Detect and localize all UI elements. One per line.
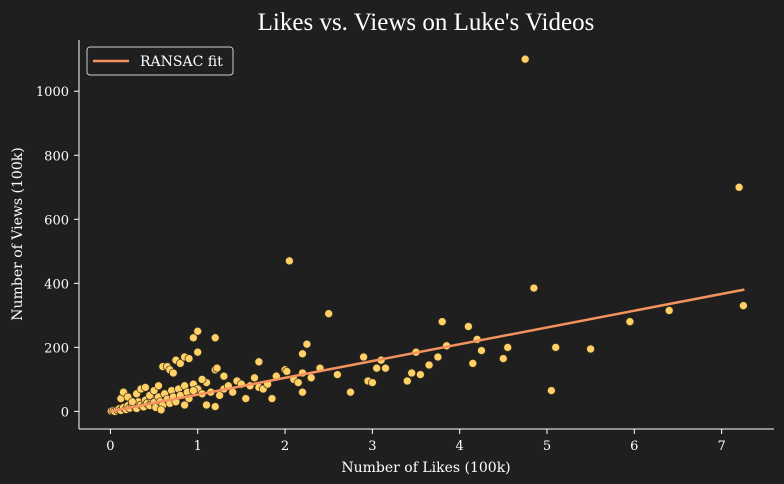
scatter-point [193, 326, 203, 336]
scatter-point [477, 346, 486, 355]
scatter-point [368, 378, 377, 387]
scatter-point [547, 386, 556, 395]
scatter-point [625, 317, 635, 327]
scatter-point [359, 352, 368, 362]
scatter-point [551, 343, 561, 352]
scatter-point [202, 400, 211, 410]
scatter-point [498, 354, 508, 363]
scatter-point [254, 357, 264, 367]
x-tick-label: 1 [194, 439, 202, 454]
y-tick-label: 1000 [36, 85, 69, 100]
scatter-point [250, 373, 259, 383]
scatter-point [184, 354, 194, 363]
scatter-point [372, 363, 382, 373]
scatter-point [437, 317, 447, 327]
x-tick-label: 7 [717, 439, 725, 454]
scatter-point [433, 352, 443, 362]
scatter-point [734, 182, 744, 192]
scatter-point [210, 333, 220, 343]
scatter-point [402, 376, 412, 386]
scatter-point [739, 301, 748, 311]
chart-title: Likes vs. Views on Luke's Videos [258, 9, 595, 36]
x-tick-label: 4 [456, 439, 464, 454]
scatter-point [529, 283, 539, 293]
scatter-point [189, 386, 198, 395]
scatter-point [197, 375, 207, 384]
scatter-point [468, 359, 478, 368]
y-tick-label: 600 [44, 213, 69, 228]
scatter-point [333, 370, 342, 379]
scatter-point [210, 402, 220, 411]
scatter-point [156, 405, 166, 415]
y-axis-title: Number of Views (100k) [10, 147, 26, 320]
scatter-point [302, 339, 312, 349]
scatter-point [346, 387, 355, 397]
scatter-point [293, 378, 303, 387]
legend: RANSAC fit [86, 46, 234, 76]
y-tick-label: 200 [44, 341, 69, 356]
scatter-point [306, 373, 316, 383]
x-tick-label: 0 [106, 439, 114, 454]
scatter-point [424, 360, 434, 370]
x-tick-label: 5 [543, 439, 551, 454]
scatter-point [298, 349, 307, 359]
scatter-point [324, 309, 334, 319]
scatter-points [106, 54, 748, 416]
scatter-point [586, 344, 595, 354]
legend-box [86, 46, 234, 76]
scatter-point [219, 371, 229, 381]
scatter-point [464, 322, 473, 331]
scatter-point [282, 367, 292, 376]
ransac-fit-line [109, 288, 745, 413]
scatter-point [520, 54, 530, 64]
x-tick-label: 3 [368, 439, 376, 454]
x-tick-label: 2 [281, 439, 289, 454]
scatter-point [381, 363, 390, 373]
scatter-point [154, 381, 163, 391]
axes: 0 1 2 3 4 5 6 7 0 200 400 600 800 1000 [36, 40, 774, 454]
scatter-point [664, 306, 674, 315]
fit-line-layer [109, 288, 745, 413]
scatter-point [141, 383, 150, 392]
x-axis-title: Number of Likes (100k) [341, 460, 510, 476]
scatter-point [407, 368, 417, 378]
scatter-point [285, 256, 294, 266]
scatter-point [168, 368, 178, 378]
y-tick-label: 400 [44, 277, 69, 292]
scatter-point [189, 333, 198, 343]
scatter-point [212, 363, 222, 373]
scatter-point [298, 387, 307, 397]
scatter-point [193, 347, 203, 357]
y-tick-label: 0 [61, 405, 69, 420]
scatter-point [175, 359, 185, 368]
scatter-point [127, 397, 137, 407]
x-tick-label: 6 [630, 439, 638, 454]
legend-fit-label: RANSAC fit [140, 54, 223, 70]
y-tick-label: 800 [44, 149, 69, 164]
scatter-point [503, 343, 513, 352]
scatter-point [267, 394, 277, 403]
scatter-point [416, 370, 425, 379]
scatter-point [180, 400, 189, 410]
scatter-point [241, 394, 251, 403]
